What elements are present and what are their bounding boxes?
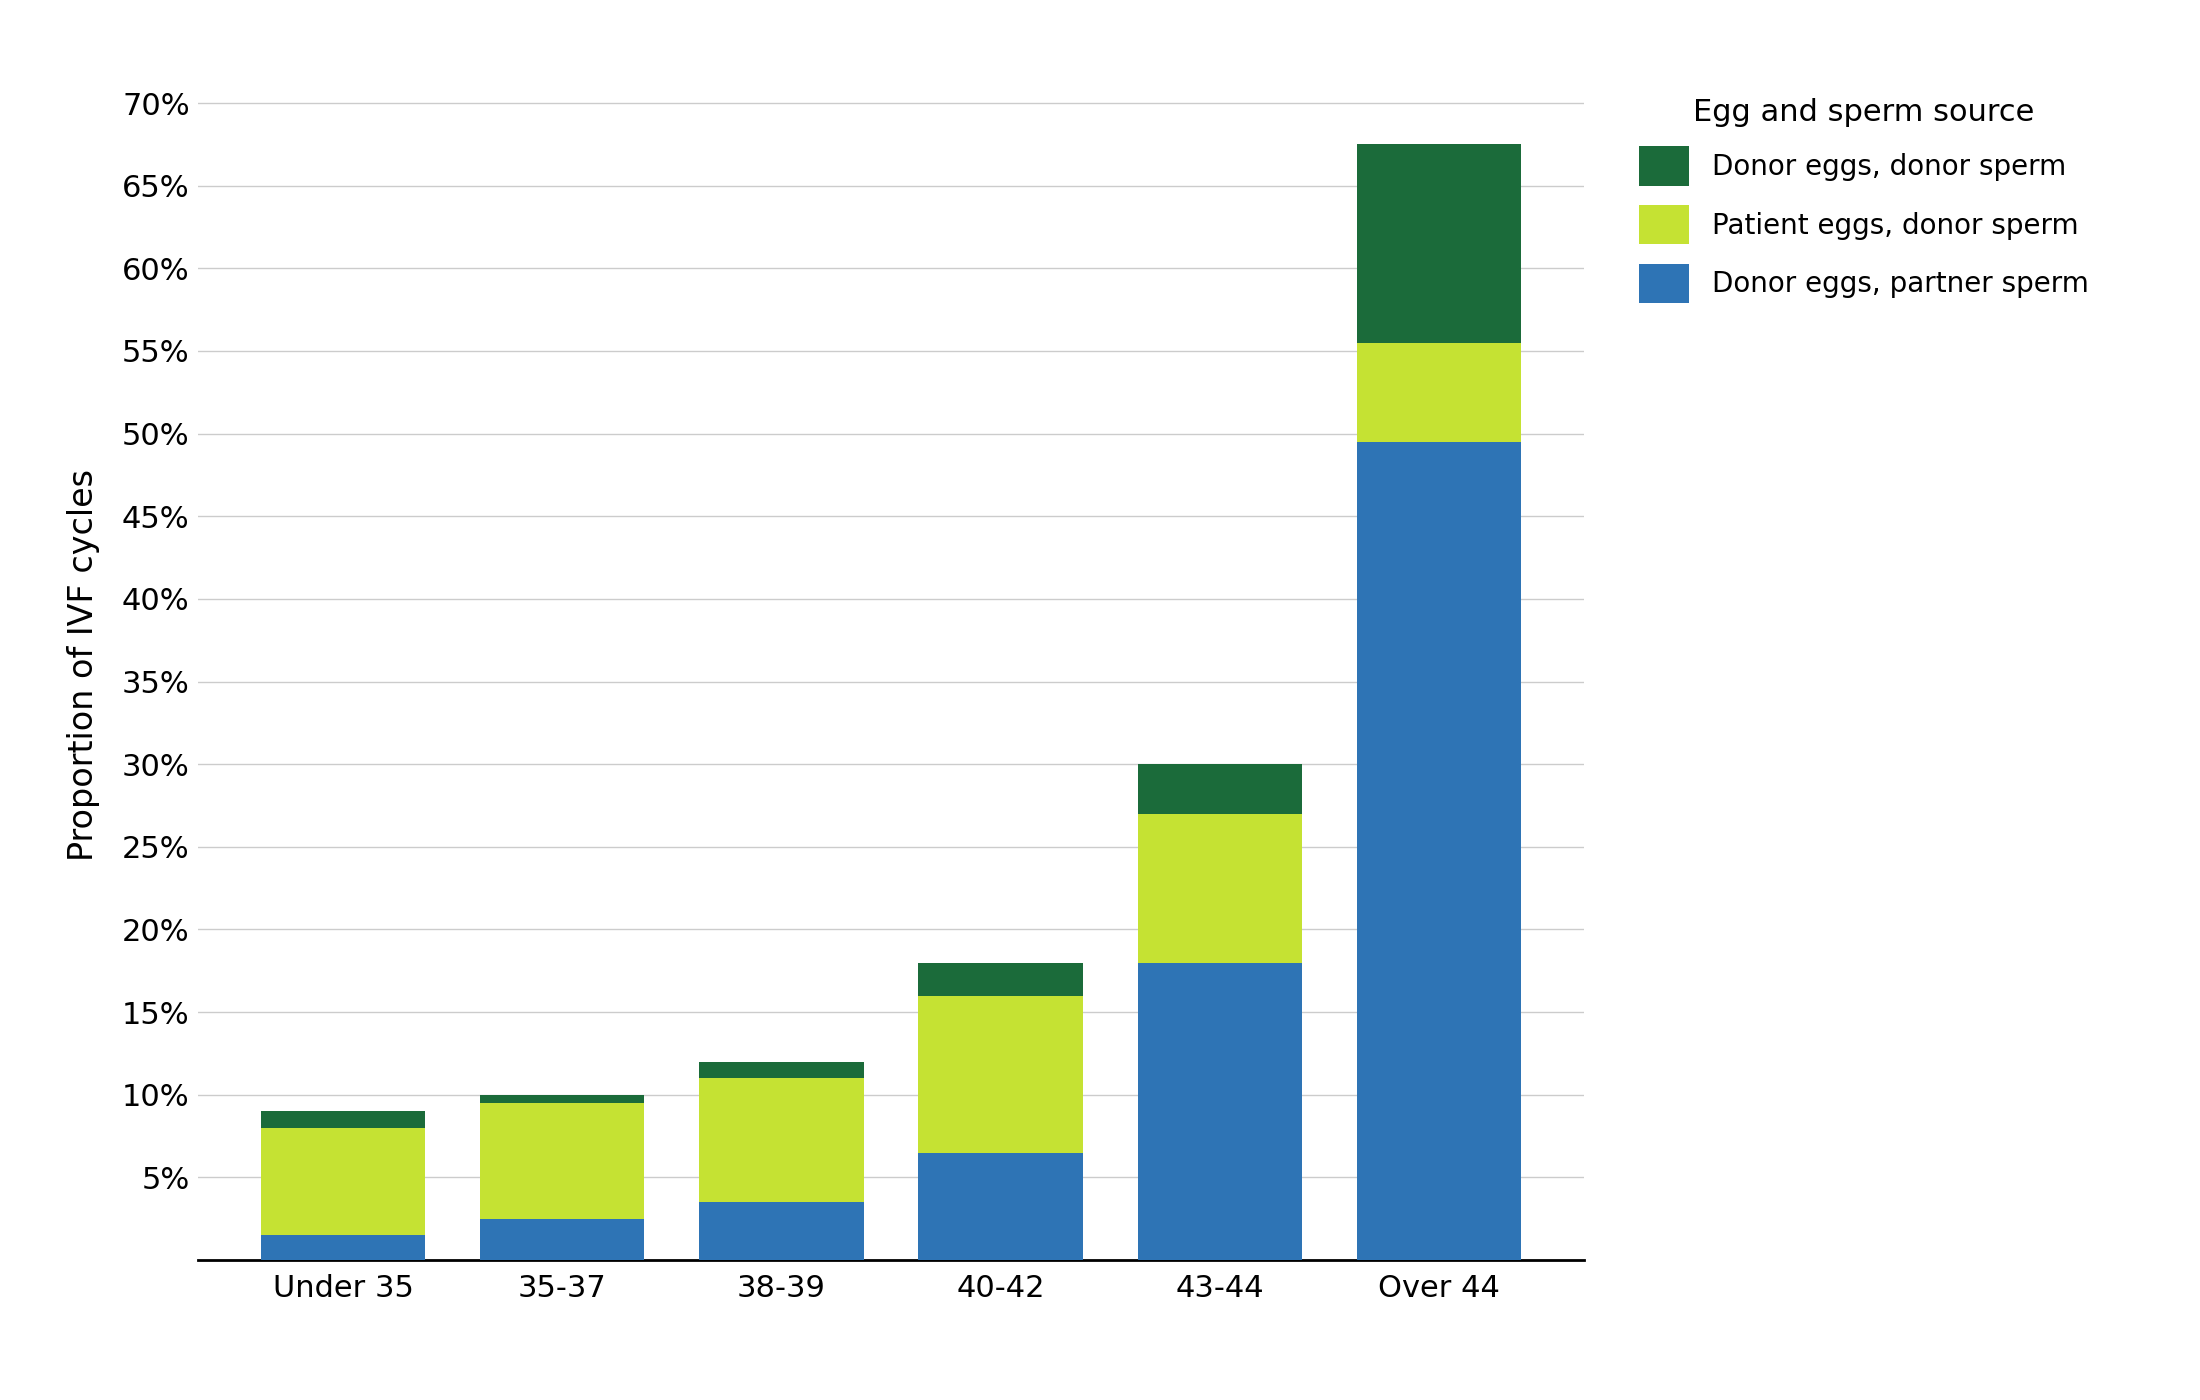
Bar	[700, 1078, 865, 1203]
Bar	[917, 1152, 1082, 1260]
Bar	[262, 1128, 425, 1235]
Bar	[480, 1103, 645, 1218]
Bar	[1357, 442, 1520, 1260]
Bar	[262, 1235, 425, 1260]
Bar	[1357, 343, 1520, 442]
Bar	[262, 1112, 425, 1128]
Bar	[1137, 963, 1302, 1260]
Bar	[917, 963, 1082, 995]
Bar	[700, 1203, 865, 1260]
Bar	[1137, 764, 1302, 813]
Y-axis label: Proportion of IVF cycles: Proportion of IVF cycles	[66, 469, 99, 861]
Bar	[480, 1095, 645, 1103]
Legend: Donor eggs, donor sperm, Patient eggs, donor sperm, Donor eggs, partner sperm: Donor eggs, donor sperm, Patient eggs, d…	[1626, 84, 2103, 316]
Bar	[1137, 813, 1302, 963]
Bar	[700, 1061, 865, 1078]
Bar	[480, 1218, 645, 1260]
Bar	[917, 995, 1082, 1152]
Bar	[1357, 144, 1520, 343]
